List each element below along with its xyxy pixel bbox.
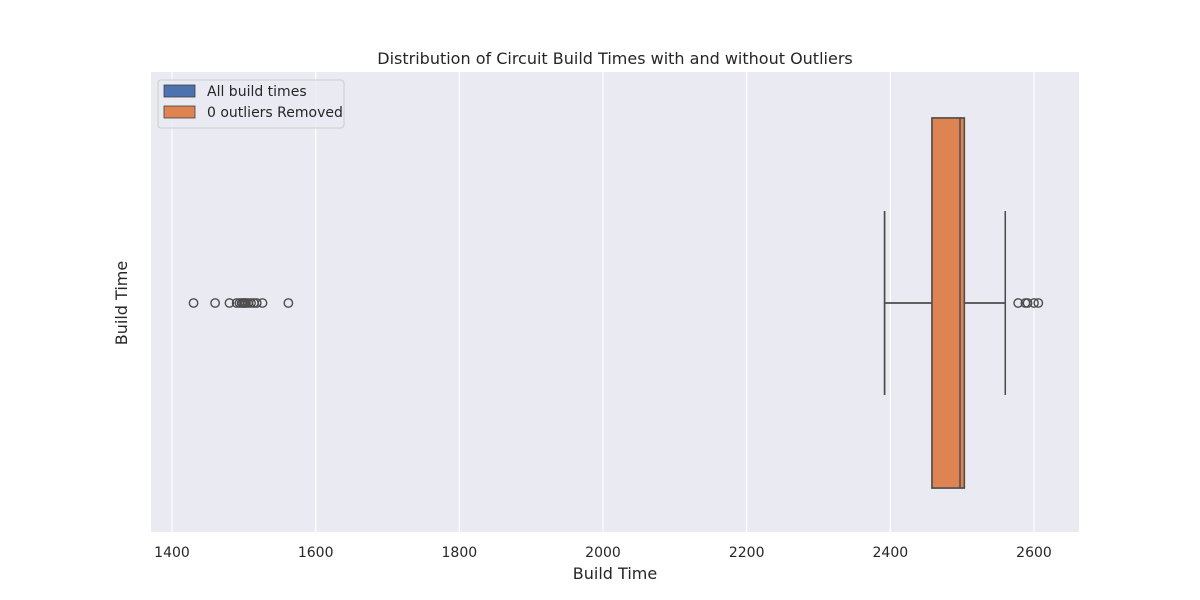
x-tick-label-1600: 1600 [298, 545, 334, 561]
legend-label-all-build-times: All build times [207, 84, 307, 100]
x-axis-ticks: 1400 1600 1800 2000 2200 2400 2600 [154, 545, 1052, 561]
outlier-point-0-14 [283, 298, 294, 308]
outlier-point-0-19 [1033, 298, 1044, 308]
legend: All build times 0 outliers Removed [157, 79, 345, 129]
box-series-1 [883, 117, 1007, 489]
outlier-point-0-12 [251, 298, 262, 308]
x-tick-label-2000: 2000 [585, 545, 621, 561]
x-axis-label: Build Time [573, 564, 657, 583]
outlier-point-0-0 [188, 298, 199, 308]
chart-title: Distribution of Circuit Build Times with… [377, 49, 852, 68]
outlier-point-0-17 [1022, 298, 1033, 308]
legend-swatch-all-build-times [163, 84, 196, 98]
legend-frame [157, 79, 345, 129]
y-axis-label: Build Time [112, 261, 131, 345]
legend-swatch-outliers-removed [163, 105, 196, 119]
box-iqr-1 [931, 117, 966, 489]
box-plots [188, 117, 1044, 489]
gridlines [171, 72, 1035, 532]
outlier-point-0-15 [1013, 298, 1024, 308]
x-tick-label-2600: 2600 [1016, 545, 1052, 561]
outlier-point-0-10 [246, 298, 256, 308]
x-tick-label-2400: 2400 [873, 545, 909, 561]
x-tick-label-1400: 1400 [154, 545, 190, 561]
outlier-point-0-1 [210, 298, 221, 308]
outlier-point-0-18 [1029, 298, 1039, 308]
plot-area [151, 72, 1079, 532]
outlier-point-0-2 [224, 298, 235, 308]
legend-label-outliers-removed: 0 outliers Removed [207, 105, 343, 121]
x-tick-label-1800: 1800 [442, 545, 478, 561]
x-tick-label-2200: 2200 [729, 545, 765, 561]
outlier-point-0-13 [257, 298, 268, 308]
